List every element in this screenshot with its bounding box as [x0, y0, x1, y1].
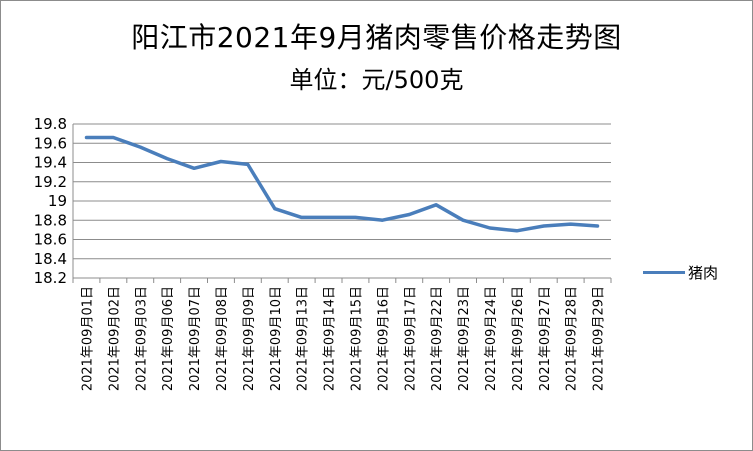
series-line-pork — [84, 135, 600, 233]
data-point — [569, 223, 572, 226]
y-tick-label: 18.6 — [34, 231, 67, 249]
data-point — [354, 216, 357, 219]
x-tick-label: 2021年09月23日 — [457, 286, 472, 391]
chart-title: 阳江市2021年9月猪肉零售价格走势图 — [131, 21, 622, 54]
data-point — [542, 225, 545, 228]
data-point — [408, 213, 411, 216]
x-tick-label: 2021年09月29日 — [592, 286, 607, 391]
y-tick-label: 19.6 — [34, 134, 67, 152]
x-tick-label: 2021年09月24日 — [484, 286, 499, 391]
x-tick-label: 2021年09月22日 — [430, 286, 445, 391]
data-point — [381, 219, 384, 222]
data-point — [488, 226, 491, 229]
data-point — [85, 136, 88, 139]
y-tick-label: 18.8 — [34, 211, 67, 229]
data-point — [327, 216, 330, 219]
y-tick-label: 18.4 — [34, 250, 67, 268]
x-tick-label: 2021年09月16日 — [376, 286, 391, 391]
y-tick-label: 19.8 — [34, 115, 67, 133]
y-tick-label: 18.2 — [34, 269, 67, 287]
x-tick-label: 2021年09月03日 — [134, 286, 149, 391]
legend: 猪肉 — [643, 262, 718, 282]
x-tick-label: 2021年09月07日 — [188, 286, 203, 391]
x-tick-label: 2021年09月28日 — [565, 286, 580, 391]
legend-label-pork: 猪肉 — [688, 263, 719, 282]
data-point — [300, 216, 303, 219]
y-tick-label: 19.2 — [34, 173, 67, 191]
x-tick-label: 2021年09月01日 — [80, 286, 95, 391]
y-tick-label: 19 — [48, 192, 67, 210]
x-tick-label: 2021年09月17日 — [403, 286, 418, 391]
data-point — [219, 160, 222, 163]
x-tick-label: 2021年09月26日 — [511, 286, 526, 391]
x-tick-label: 2021年09月08日 — [215, 286, 230, 391]
data-point — [435, 203, 438, 206]
x-tick-label: 2021年09月02日 — [107, 286, 122, 391]
x-tick-label: 2021年09月10日 — [269, 286, 284, 391]
x-tick-label: 2021年09月09日 — [242, 286, 257, 391]
x-tick-label: 2021年09月15日 — [349, 286, 364, 391]
data-point — [139, 146, 142, 149]
data-point — [112, 136, 115, 139]
x-tick-label: 2021年09月27日 — [538, 286, 553, 391]
chart-subtitle: 单位：元/500克 — [289, 66, 464, 94]
x-tick-label: 2021年09月13日 — [296, 286, 311, 391]
data-point — [246, 163, 249, 166]
legend-swatch-pork — [643, 270, 685, 274]
data-point — [166, 157, 169, 160]
data-point — [515, 229, 518, 232]
data-point — [273, 207, 276, 210]
data-point — [193, 167, 196, 170]
data-point — [596, 225, 599, 228]
x-tick-label: 2021年09月06日 — [161, 286, 176, 391]
x-tick-label: 2021年09月14日 — [323, 286, 338, 391]
y-tick-label: 19.4 — [34, 154, 67, 172]
data-point — [462, 219, 465, 222]
